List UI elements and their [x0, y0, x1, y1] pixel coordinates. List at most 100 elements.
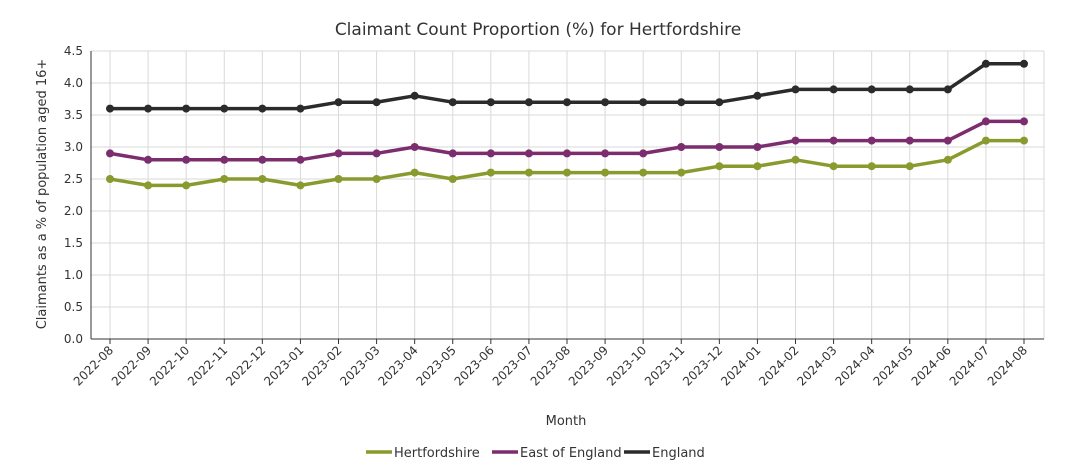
data-point-hertfordshire[interactable]	[144, 181, 153, 190]
legend-item-hertfordshire[interactable]: Hertfordshire	[366, 446, 480, 461]
data-point-hertfordshire[interactable]	[639, 168, 648, 177]
data-point-hertfordshire[interactable]	[867, 162, 876, 171]
x-tick-label: 2023-02	[299, 343, 344, 388]
data-point-east-of-england[interactable]	[563, 149, 571, 158]
data-point-hertfordshire[interactable]	[410, 168, 419, 177]
data-point-england[interactable]	[601, 98, 610, 107]
x-tick-label: 2023-05	[414, 343, 459, 388]
data-point-hertfordshire[interactable]	[106, 175, 114, 183]
data-point-hertfordshire[interactable]	[448, 175, 457, 183]
data-point-east-of-england[interactable]	[220, 155, 229, 164]
data-point-east-of-england[interactable]	[753, 143, 762, 151]
x-tick-label: 2024-08	[985, 343, 1030, 388]
x-tick-label: 2024-02	[756, 343, 801, 388]
data-point-east-of-england[interactable]	[1020, 117, 1028, 126]
data-point-east-of-england[interactable]	[981, 117, 990, 126]
data-point-hertfordshire[interactable]	[715, 162, 724, 171]
data-point-east-of-england[interactable]	[106, 149, 114, 158]
series-hertfordshire	[106, 136, 1028, 190]
data-point-england[interactable]	[486, 98, 495, 107]
data-point-hertfordshire[interactable]	[601, 168, 610, 177]
x-tick-label: 2022-09	[109, 343, 154, 388]
data-point-hertfordshire[interactable]	[981, 136, 990, 145]
data-point-east-of-england[interactable]	[601, 149, 610, 158]
x-tick-label: 2022-11	[185, 343, 230, 388]
data-point-england[interactable]	[334, 98, 343, 107]
data-point-england[interactable]	[905, 85, 914, 94]
data-point-england[interactable]	[410, 91, 419, 100]
data-point-england[interactable]	[258, 104, 267, 113]
data-point-east-of-england[interactable]	[524, 149, 533, 158]
data-point-england[interactable]	[372, 98, 381, 107]
data-point-england[interactable]	[106, 104, 114, 113]
data-point-england[interactable]	[296, 104, 305, 113]
data-point-hertfordshire[interactable]	[943, 155, 952, 164]
data-point-hertfordshire[interactable]	[372, 175, 381, 183]
y-tick-label: 1.0	[64, 268, 83, 282]
data-point-hertfordshire[interactable]	[524, 168, 533, 177]
y-axis-label: Claimants as a % of population aged 16+	[35, 59, 50, 330]
x-tick-label: 2024-03	[794, 343, 839, 388]
data-point-england[interactable]	[524, 98, 533, 107]
data-point-hertfordshire[interactable]	[791, 155, 800, 164]
data-point-hertfordshire[interactable]	[563, 168, 571, 177]
data-point-hertfordshire[interactable]	[220, 175, 229, 183]
data-point-england[interactable]	[220, 104, 229, 113]
data-point-east-of-england[interactable]	[486, 149, 495, 158]
data-point-england[interactable]	[981, 59, 990, 68]
data-point-hertfordshire[interactable]	[829, 162, 838, 171]
data-point-east-of-england[interactable]	[943, 136, 952, 145]
data-point-east-of-england[interactable]	[791, 136, 800, 145]
x-tick-label: 2022-12	[223, 343, 268, 388]
data-point-england[interactable]	[144, 104, 153, 113]
data-point-england[interactable]	[867, 85, 876, 94]
data-point-east-of-england[interactable]	[334, 149, 343, 158]
data-point-east-of-england[interactable]	[410, 143, 419, 151]
data-point-hertfordshire[interactable]	[334, 175, 343, 183]
data-point-east-of-england[interactable]	[372, 149, 381, 158]
data-point-east-of-england[interactable]	[905, 136, 914, 145]
legend-item-england[interactable]: England	[624, 446, 705, 461]
data-point-england[interactable]	[715, 98, 724, 107]
data-point-england[interactable]	[182, 104, 191, 113]
x-tick-label: 2023-12	[680, 343, 725, 388]
x-tick-label: 2024-07	[947, 343, 992, 388]
data-point-hertfordshire[interactable]	[296, 181, 305, 190]
x-tick-label: 2024-01	[718, 343, 763, 388]
data-point-hertfordshire[interactable]	[1020, 136, 1028, 145]
data-point-hertfordshire[interactable]	[486, 168, 495, 177]
data-point-england[interactable]	[791, 85, 800, 94]
data-point-east-of-england[interactable]	[639, 149, 648, 158]
data-point-hertfordshire[interactable]	[677, 168, 686, 177]
data-point-england[interactable]	[1020, 59, 1028, 68]
data-point-east-of-england[interactable]	[144, 155, 153, 164]
y-tick-label: 2.0	[64, 204, 83, 218]
data-point-hertfordshire[interactable]	[258, 175, 267, 183]
data-point-england[interactable]	[829, 85, 838, 94]
data-point-hertfordshire[interactable]	[905, 162, 914, 171]
data-point-east-of-england[interactable]	[715, 143, 724, 151]
data-point-england[interactable]	[563, 98, 571, 107]
x-tick-label: 2023-01	[261, 343, 306, 388]
data-point-england[interactable]	[448, 98, 457, 107]
data-point-east-of-england[interactable]	[448, 149, 457, 158]
data-point-hertfordshire[interactable]	[753, 162, 762, 171]
data-point-east-of-england[interactable]	[677, 143, 686, 151]
data-point-england[interactable]	[639, 98, 648, 107]
data-point-east-of-england[interactable]	[258, 155, 267, 164]
data-point-east-of-england[interactable]	[182, 155, 191, 164]
series-england	[106, 59, 1028, 113]
legend-item-east-of-england[interactable]: East of England	[492, 446, 622, 461]
y-tick-label: 2.5	[64, 172, 83, 186]
x-tick-label: 2022-10	[147, 343, 192, 388]
data-point-england[interactable]	[677, 98, 686, 107]
data-point-east-of-england[interactable]	[296, 155, 305, 164]
axes-layer: 0.00.51.01.52.02.53.03.54.04.52022-08202…	[64, 44, 1044, 389]
x-tick-label: 2023-09	[566, 343, 611, 388]
series-layer	[106, 59, 1028, 190]
data-point-england[interactable]	[943, 85, 952, 94]
data-point-east-of-england[interactable]	[867, 136, 876, 145]
data-point-hertfordshire[interactable]	[182, 181, 191, 190]
data-point-east-of-england[interactable]	[829, 136, 838, 145]
data-point-england[interactable]	[753, 91, 762, 100]
